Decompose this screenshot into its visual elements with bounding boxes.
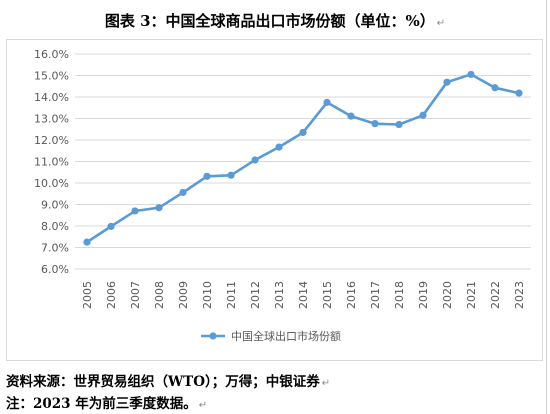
data-point <box>227 171 235 179</box>
series-line <box>86 73 520 244</box>
x-tick-label: 2013 <box>273 281 286 309</box>
data-point <box>107 222 115 231</box>
x-tick-label: 2011 <box>225 281 238 309</box>
x-tick-label: 2018 <box>393 281 406 309</box>
x-tick-label: 2019 <box>417 281 430 309</box>
x-tick-label: 2015 <box>321 281 334 309</box>
source-note: 资料来源：世界贸易组织（WTO）；万得；中银证券 ↵ <box>6 370 330 390</box>
x-tick-label: 2010 <box>201 281 214 309</box>
y-tick-label: 9.0% <box>41 199 69 212</box>
y-tick-label: 8.0% <box>41 220 69 233</box>
y-tick-label: 11.0% <box>34 156 69 169</box>
line-chart: 6.0% 7.0% 8.0% 9.0% 10.0% 11.0% 12.0% 13.0% 14.0… <box>34 48 531 343</box>
data-point <box>179 188 187 197</box>
y-tick-label: 15.0% <box>34 70 69 83</box>
x-tick-label: 2022 <box>489 281 502 309</box>
x-tick-label: 2023 <box>513 281 526 309</box>
data-point <box>395 120 403 129</box>
y-tick-label: 7.0% <box>41 242 69 255</box>
data-point <box>131 207 139 215</box>
data-point <box>299 128 307 137</box>
data-point <box>275 143 283 151</box>
legend-marker <box>209 332 217 340</box>
source-text: 资料来源：世界贸易组织（WTO）；万得；中银证券 <box>6 374 320 390</box>
y-tick-label: 16.0% <box>34 48 69 61</box>
figure-title-text: 图表 3：中国全球商品出口市场份额（单位：%） <box>104 12 435 30</box>
data-point <box>347 112 355 120</box>
x-tick-label: 2012 <box>249 281 262 309</box>
x-tick-label: 2008 <box>153 281 166 309</box>
y-tick-label: 13.0% <box>34 113 69 126</box>
data-point <box>515 89 523 97</box>
x-tick-label: 2009 <box>177 281 190 309</box>
data-point <box>419 111 427 119</box>
data-point <box>371 120 379 128</box>
y-tick-label: 6.0% <box>41 263 69 276</box>
footnote: 注：2023 年为前三季度数据。 ↵ <box>6 392 207 412</box>
x-tick-label: 2020 <box>441 281 454 309</box>
x-tick-label: 2006 <box>105 281 118 309</box>
paragraph-mark-icon: ↵ <box>198 400 208 411</box>
y-tick-label: 10.0% <box>34 177 69 190</box>
y-tick-label: 12.0% <box>34 134 69 147</box>
figure-title: 图表 3：中国全球商品出口市场份额（单位：%） ↵ <box>0 10 550 31</box>
paragraph-mark-icon: ↵ <box>321 378 331 389</box>
data-point <box>323 98 331 106</box>
data-point <box>491 84 499 92</box>
chart-frame: 6.0% 7.0% 8.0% 9.0% 10.0% 11.0% 12.0% 13.0% 14.0… <box>6 39 543 361</box>
x-tick-label: 2014 <box>297 281 310 309</box>
paragraph-mark-icon: ↵ <box>436 18 446 29</box>
data-point <box>83 238 91 246</box>
data-point <box>203 172 211 180</box>
data-point <box>467 70 475 79</box>
data-point <box>155 204 163 212</box>
data-point <box>251 156 259 164</box>
data-point <box>443 78 451 86</box>
y-tick-label: 14.0% <box>34 91 69 104</box>
x-tick-label: 2005 <box>81 281 94 309</box>
x-tick-label: 2016 <box>345 281 358 309</box>
x-tick-label: 2021 <box>465 281 478 309</box>
x-tick-label: 2017 <box>369 281 382 309</box>
legend-label: 中国全球出口市场份额 <box>231 329 341 343</box>
page-margin-line <box>546 0 547 414</box>
footnote-text: 注：2023 年为前三季度数据。 <box>6 396 197 412</box>
x-tick-label: 2007 <box>129 281 142 309</box>
